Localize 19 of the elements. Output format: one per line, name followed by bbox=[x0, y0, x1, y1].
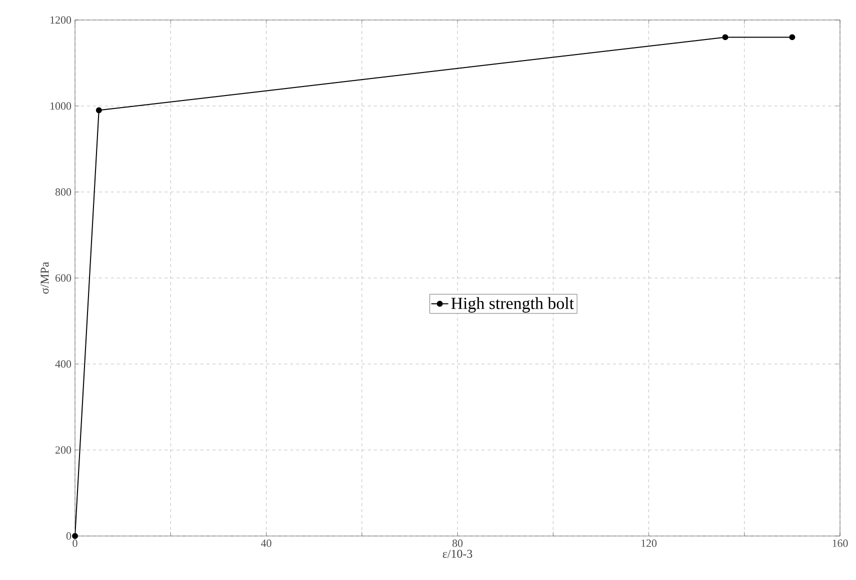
x-tick-label: 160 bbox=[832, 540, 848, 547]
x-tick-label: 0 bbox=[72, 540, 78, 547]
y-tick-label: 200 bbox=[56, 446, 72, 454]
point bbox=[789, 34, 796, 40]
y-tick-label: 600 bbox=[56, 274, 72, 282]
point bbox=[72, 533, 78, 539]
y-tick-label: 1200 bbox=[50, 16, 72, 24]
y-axis-title: σ/MPa bbox=[40, 262, 49, 294]
y-tick-label: 0 bbox=[66, 532, 72, 540]
x-axis-title: ε/10-3 bbox=[442, 550, 472, 558]
x-tick-label: 80 bbox=[452, 540, 463, 547]
y-tick-label: 400 bbox=[55, 360, 72, 368]
legend-label: High strength bolt bbox=[451, 297, 574, 313]
x-tick-label: 40 bbox=[260, 540, 272, 547]
y-tick-label: 1000 bbox=[50, 102, 72, 110]
y-tick-label: 800 bbox=[55, 188, 72, 196]
point bbox=[722, 34, 728, 40]
point bbox=[96, 107, 102, 114]
x-tick-label: 120 bbox=[642, 540, 657, 547]
